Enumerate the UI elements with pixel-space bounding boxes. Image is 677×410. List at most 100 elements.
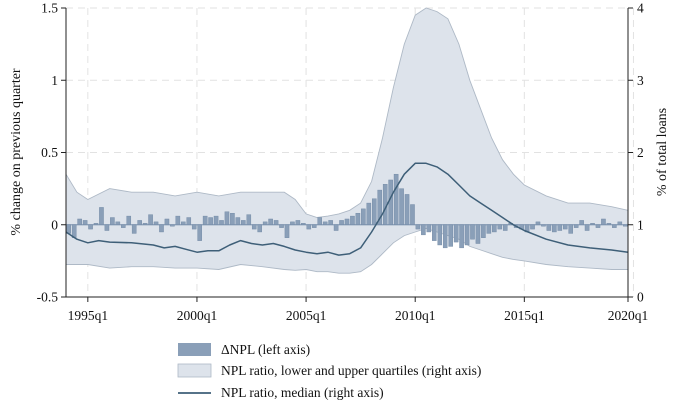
bar-delta-npl: [93, 223, 99, 225]
bar-delta-npl: [361, 208, 366, 225]
bar-delta-npl: [153, 221, 159, 225]
bar-delta-npl: [557, 224, 563, 231]
bar-delta-npl: [492, 224, 497, 233]
right-axis-title: % of total loans: [655, 108, 670, 196]
left-tick-label: 1: [51, 73, 58, 88]
left-tick-label: -0.5: [37, 290, 59, 305]
bar-delta-npl: [453, 224, 459, 243]
bar-delta-npl: [322, 221, 328, 225]
bar-delta-npl: [148, 214, 153, 225]
bar-delta-npl: [126, 215, 132, 225]
bar-delta-npl: [110, 217, 115, 225]
bar-delta-npl: [77, 218, 82, 225]
right-tick-label: 4: [637, 1, 644, 16]
x-tick-label: 1995q1: [68, 308, 109, 323]
median-line-layer: [65, 162, 629, 256]
bar-delta-npl: [595, 224, 601, 228]
bar-delta-npl: [131, 224, 137, 234]
bar-delta-npl: [377, 189, 383, 225]
bar-delta-npl: [121, 224, 126, 228]
legend: ΔNPL (left axis) NPL ratio, lower and up…: [177, 342, 481, 400]
left-tick-label: 1.5: [41, 1, 58, 16]
quartile-band: [65, 7, 629, 274]
left-tick-label: 0: [51, 217, 58, 232]
bar-delta-npl: [257, 224, 262, 233]
median-line: [65, 162, 629, 256]
right-tick-label: 2: [637, 145, 644, 160]
bar-delta-npl: [606, 223, 612, 225]
bar-delta-npl: [208, 217, 213, 225]
bar-delta-npl: [82, 220, 88, 225]
bar-delta-npl: [393, 173, 399, 225]
bar-delta-npl: [344, 218, 350, 225]
bar-delta-npl: [437, 224, 443, 246]
bar-delta-npl: [164, 218, 170, 225]
bar-delta-npl: [251, 224, 257, 230]
bar-delta-npl: [301, 223, 306, 225]
bar-delta-npl: [339, 220, 344, 225]
bar-delta-npl: [273, 220, 279, 225]
bar-delta-npl: [535, 221, 541, 225]
bar-delta-npl: [115, 221, 121, 225]
bar-delta-npl: [415, 224, 421, 230]
bar-delta-npl: [333, 224, 339, 231]
bar-delta-npl: [475, 224, 481, 244]
bar-delta-npl: [530, 224, 535, 230]
bar-delta-npl: [311, 224, 317, 228]
right-tick-label: 3: [637, 73, 644, 88]
bar-delta-npl: [241, 220, 246, 225]
bar-delta-npl: [175, 215, 181, 225]
bar-delta-npl: [404, 194, 410, 225]
bar-delta-npl: [290, 221, 295, 225]
bar-delta-npl: [442, 224, 448, 249]
bar-delta-npl: [246, 214, 252, 225]
bar-delta-npl: [464, 224, 470, 246]
delta-npl-bars: [66, 173, 628, 249]
bar-delta-npl: [372, 198, 377, 225]
bar-delta-npl: [224, 211, 230, 225]
bar-delta-npl: [350, 215, 355, 225]
bar-delta-npl: [590, 223, 595, 225]
bar-delta-npl: [617, 221, 623, 225]
bar-delta-npl: [295, 220, 301, 225]
bar-delta-npl: [159, 224, 164, 233]
bar-delta-npl: [317, 217, 322, 225]
bar-delta-npl: [104, 224, 110, 231]
bar-delta-npl: [546, 224, 552, 231]
bar-delta-npl: [230, 212, 235, 225]
bar-delta-npl: [612, 224, 617, 228]
bar-delta-npl: [181, 221, 186, 225]
legend-label-bars: ΔNPL (left axis): [221, 342, 310, 357]
bar-delta-npl: [170, 224, 175, 227]
legend-label-band: NPL ratio, lower and upper quartiles (ri…: [221, 363, 481, 378]
bar-delta-npl: [328, 220, 333, 225]
bar-delta-npl: [279, 224, 284, 228]
right-tick-label: 1: [637, 217, 644, 232]
bar-delta-npl: [284, 224, 290, 238]
bar-delta-npl: [88, 224, 93, 230]
bar-delta-npl: [568, 224, 573, 234]
bar-delta-npl: [262, 221, 268, 225]
bar-delta-npl: [213, 215, 219, 225]
bar-delta-npl: [186, 217, 192, 225]
bar-delta-npl: [584, 224, 590, 231]
bar-delta-npl: [426, 224, 432, 233]
x-tick-label: 2020q1: [608, 308, 649, 323]
bar-delta-npl: [355, 212, 361, 225]
bar-delta-npl: [219, 220, 224, 225]
bar-delta-npl: [579, 220, 584, 225]
bar-delta-npl: [562, 224, 568, 230]
bar-delta-npl: [99, 207, 104, 225]
left-tick-label: 0.5: [41, 145, 58, 160]
x-tick-label: 2015q1: [504, 308, 545, 323]
bar-delta-npl: [197, 224, 202, 241]
x-tick-label: 2005q1: [286, 308, 327, 323]
bar-delta-npl: [497, 224, 503, 230]
legend-label-median: NPL ratio, median (right axis): [221, 385, 384, 400]
bar-delta-npl: [448, 224, 453, 247]
x-tick-label: 2010q1: [395, 308, 436, 323]
bar-delta-npl: [552, 224, 557, 233]
bar-delta-npl: [573, 224, 579, 228]
bar-delta-npl: [502, 224, 508, 231]
